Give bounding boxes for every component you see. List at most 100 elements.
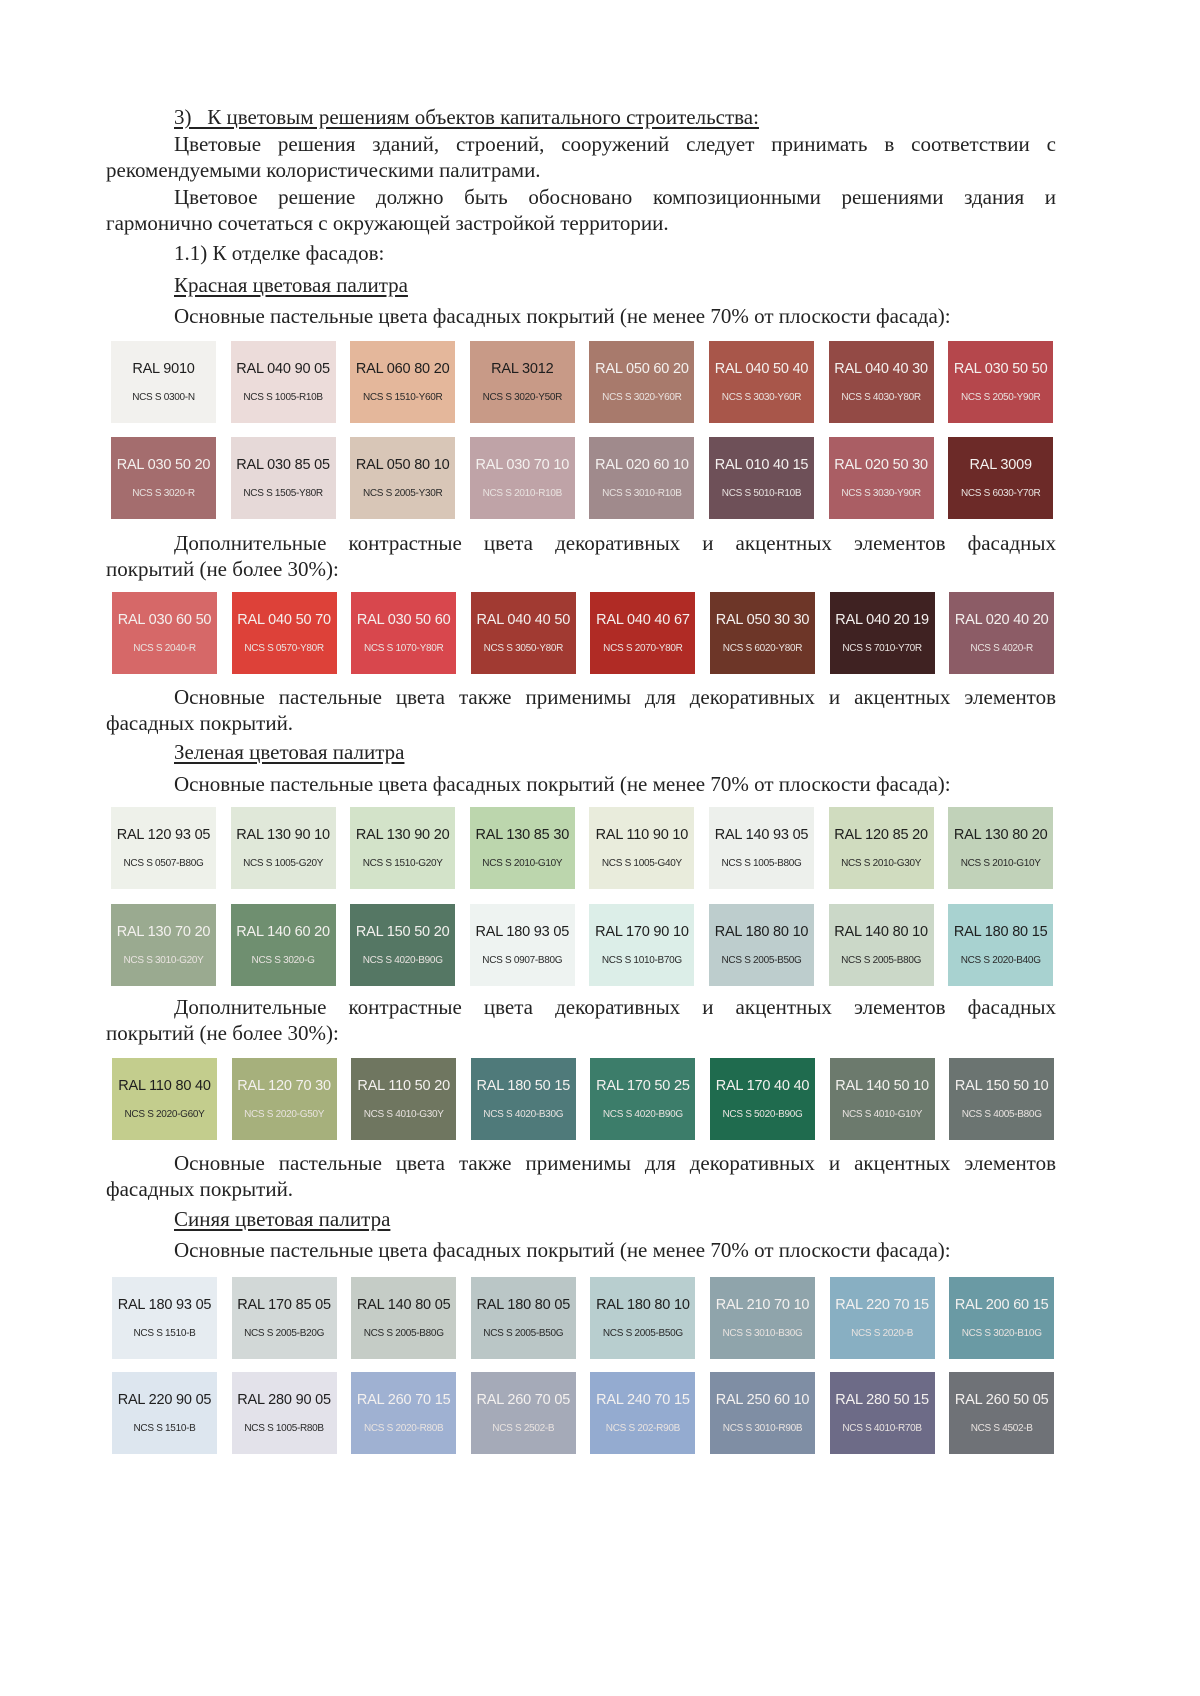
ncs-code: NCS S 4010-G10Y xyxy=(842,1109,923,1120)
ral-code: RAL 120 85 20 xyxy=(834,827,928,843)
section-heading-text: 3) К цветовым решениям объектов капиталь… xyxy=(174,105,759,129)
color-swatch: RAL 040 40 50 NCS S 3050-Y80R xyxy=(470,592,576,674)
palette-main-caption: Основные пастельные цвета фасадных покры… xyxy=(174,304,951,328)
ncs-code: NCS S 2020-B xyxy=(851,1328,914,1339)
palette-extra-caption: Дополнительные контрастные цвета декорат… xyxy=(174,531,1056,555)
ncs-code: NCS S 1510-Y60R xyxy=(362,392,443,403)
paragraph-line: Цветовые решения зданий, строений, соору… xyxy=(174,132,1056,156)
color-swatch: RAL 170 50 25 NCS S 4020-B90G xyxy=(590,1058,696,1140)
ral-code: RAL 030 50 50 xyxy=(953,361,1048,377)
ral-code: RAL 130 80 20 xyxy=(953,827,1048,843)
color-swatch: RAL 130 70 20 NCS S 3010-G20Y xyxy=(111,904,216,986)
palette-note: Основные пастельные цвета также применим… xyxy=(174,1151,1056,1175)
ncs-code: NCS S 2020-G50Y xyxy=(244,1109,325,1120)
ral-code: RAL 180 80 15 xyxy=(953,924,1048,940)
color-swatch: RAL 110 90 10 NCS S 1005-G40Y xyxy=(589,807,695,889)
section-heading: 3) К цветовым решениям объектов капиталь… xyxy=(174,104,759,130)
ncs-code: NCS S 2020-G60Y xyxy=(124,1109,205,1120)
ncs-code: NCS S 3030-Y60R xyxy=(721,392,802,403)
color-swatch: RAL 060 80 20 NCS S 1510-Y60R xyxy=(350,341,456,423)
ral-code: RAL 200 60 15 xyxy=(954,1297,1049,1313)
ncs-code: NCS S 2005-B80G xyxy=(841,955,922,966)
ral-code: RAL 210 70 10 xyxy=(715,1297,810,1313)
ral-code: RAL 040 50 70 xyxy=(237,612,331,628)
color-swatch: RAL 030 60 50 NCS S 2040-R xyxy=(112,592,217,674)
ncs-code: NCS S 3020-G xyxy=(251,955,315,966)
palette-heading-red: Красная цветовая палитра xyxy=(174,273,408,297)
ral-code: RAL 180 80 10 xyxy=(596,1297,690,1313)
color-swatch: RAL 040 20 19 NCS S 7010-Y70R xyxy=(829,592,935,674)
ncs-code: NCS S 1005-G20Y xyxy=(243,858,324,869)
ncs-code: NCS S 6030-Y70R xyxy=(960,488,1041,499)
color-swatch: RAL 020 60 10 NCS S 3010-R10B xyxy=(589,437,695,519)
ncs-code: NCS S 2005-B50G xyxy=(483,1328,564,1339)
ncs-code: NCS S 1510-B xyxy=(133,1328,196,1339)
palette-main-caption: Основные пастельные цвета фасадных покры… xyxy=(174,772,951,796)
palette-note: фасадных покрытий. xyxy=(106,1177,294,1201)
ncs-code: NCS S 4020-R xyxy=(970,643,1033,654)
ncs-code: NCS S 4020-B30G xyxy=(483,1109,564,1120)
ncs-code: NCS S 2010-R10B xyxy=(482,488,563,499)
color-swatch: RAL 040 40 30 NCS S 4030-Y80R xyxy=(828,341,934,423)
color-swatch: RAL 9010 NCS S 0300-N xyxy=(111,341,216,423)
ncs-code: NCS S 0907-B80G xyxy=(482,955,563,966)
ral-code: RAL 180 80 10 xyxy=(714,924,809,940)
ncs-code: NCS S 5010-R10B xyxy=(721,488,802,499)
ncs-code: NCS S 3020-Y60R xyxy=(602,392,682,403)
palette-note: фасадных покрытий. xyxy=(106,711,294,735)
ral-code: RAL 140 50 10 xyxy=(835,1078,929,1094)
color-swatch: RAL 210 70 10 NCS S 3010-B30G xyxy=(710,1277,815,1359)
ral-code: RAL 110 80 40 xyxy=(118,1078,211,1094)
ncs-code: NCS S 2005-B20G xyxy=(244,1328,325,1339)
ral-code: RAL 130 85 30 xyxy=(475,827,570,843)
ncs-code: NCS S 1510-G20Y xyxy=(362,858,443,869)
color-swatch: RAL 130 85 30 NCS S 2010-G10Y xyxy=(469,807,575,889)
ral-code: RAL 3012 xyxy=(491,361,554,377)
color-swatch: RAL 260 50 05 NCS S 4502-B xyxy=(949,1372,1055,1454)
color-swatch: RAL 040 50 40 NCS S 3030-Y60R xyxy=(709,341,814,423)
ral-code: RAL 170 40 40 xyxy=(715,1078,810,1094)
color-swatch: RAL 140 93 05 NCS S 1005-B80G xyxy=(709,807,814,889)
ral-code: RAL 260 50 05 xyxy=(954,1392,1049,1408)
ncs-code: NCS S 1005-G40Y xyxy=(601,858,682,869)
ral-code: RAL 260 70 15 xyxy=(356,1392,451,1408)
color-swatch: RAL 150 50 20 NCS S 4020-B90G xyxy=(350,904,456,986)
ral-code: RAL 020 50 30 xyxy=(834,457,928,473)
color-swatch: RAL 140 80 10 NCS S 2005-B80G xyxy=(828,904,934,986)
color-swatch: RAL 3012 NCS S 3020-Y50R xyxy=(469,341,575,423)
ral-code: RAL 250 60 10 xyxy=(715,1392,810,1408)
ncs-code: NCS S 2005-B80G xyxy=(363,1328,444,1339)
color-swatch: RAL 030 85 05 NCS S 1505-Y80R xyxy=(230,437,336,519)
color-swatch: RAL 240 70 15 NCS S 202-R90B xyxy=(590,1372,696,1454)
ral-code: RAL 040 20 19 xyxy=(835,612,929,628)
ral-code: RAL 030 70 10 xyxy=(475,457,570,473)
color-swatch: RAL 120 93 05 NCS S 0507-B80G xyxy=(111,807,216,889)
ncs-code: NCS S 1070-Y80R xyxy=(363,643,444,654)
ral-code: RAL 240 70 15 xyxy=(596,1392,690,1408)
ncs-code: NCS S 2010-G30Y xyxy=(841,858,922,869)
ncs-code: NCS S 2010-G10Y xyxy=(482,858,563,869)
color-swatch: RAL 260 70 15 NCS S 2020-R80B xyxy=(351,1372,457,1454)
ncs-code: NCS S 1505-Y80R xyxy=(243,488,323,499)
color-swatch: RAL 140 60 20 NCS S 3020-G xyxy=(230,904,336,986)
color-swatch: RAL 050 30 30 NCS S 6020-Y80R xyxy=(710,592,815,674)
color-swatch: RAL 180 80 15 NCS S 2020-B40G xyxy=(948,904,1054,986)
ral-code: RAL 060 80 20 xyxy=(355,361,450,377)
color-swatch: RAL 020 40 20 NCS S 4020-R xyxy=(949,592,1055,674)
ral-code: RAL 110 50 20 xyxy=(357,1078,450,1094)
palette-extra-caption: покрытий (не более 30%): xyxy=(106,1021,339,1045)
ral-code: RAL 040 50 40 xyxy=(714,361,809,377)
ncs-code: NCS S 2010-G10Y xyxy=(960,858,1041,869)
color-swatch: RAL 3009 NCS S 6030-Y70R xyxy=(948,437,1054,519)
color-swatch: RAL 280 50 15 NCS S 4010-R70B xyxy=(829,1372,935,1454)
ral-code: RAL 180 80 05 xyxy=(476,1297,571,1313)
ral-code: RAL 030 50 20 xyxy=(116,457,211,473)
ncs-code: NCS S 202-R90B xyxy=(605,1423,680,1434)
ral-code: RAL 040 40 67 xyxy=(596,612,690,628)
ral-code: RAL 140 60 20 xyxy=(236,924,330,940)
ncs-code: NCS S 0300-N xyxy=(132,392,195,403)
ncs-code: NCS S 4020-B90G xyxy=(362,955,443,966)
ncs-code: NCS S 3010-G20Y xyxy=(123,955,204,966)
ncs-code: NCS S 1510-B xyxy=(133,1423,196,1434)
